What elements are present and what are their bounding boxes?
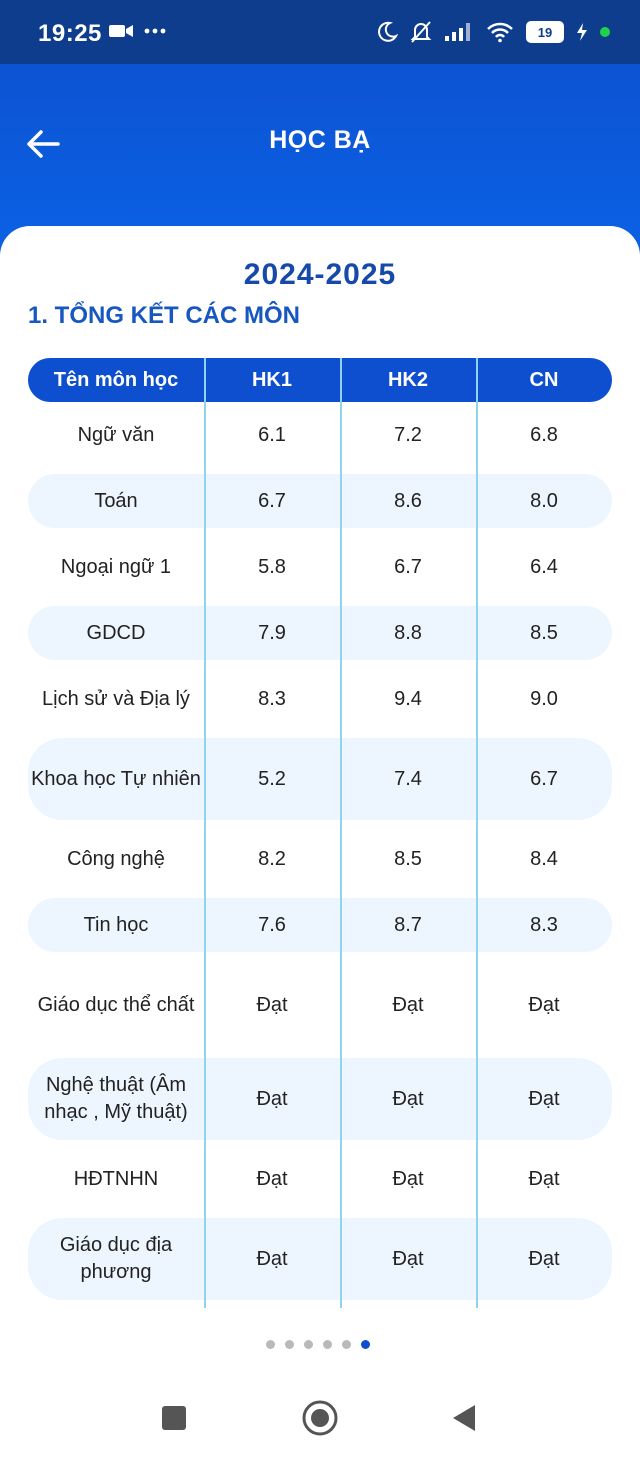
column-header-subject: Tên môn học: [53, 368, 179, 391]
subject-name: Toán: [94, 489, 138, 512]
hk1-score: 5.2: [258, 767, 286, 790]
charging-icon: [577, 23, 587, 41]
table-row: Ngoại ngữ 1 5.8 6.7 6.4: [28, 534, 612, 600]
subject-name: HĐTNHN: [73, 1167, 159, 1190]
table-header: Tên môn học HK1 HK2 CN: [28, 358, 612, 402]
video-camera-icon: [109, 25, 133, 37]
hk1-score: 7.9: [258, 621, 286, 644]
subject-name: Giáo dục thể chất: [37, 993, 195, 1016]
hk2-score: Đạt: [392, 1087, 424, 1110]
hk2-score: Đạt: [392, 993, 424, 1016]
camera-indicator-dot: [600, 27, 610, 37]
battery-level: 19: [526, 21, 564, 43]
hk2-score: 9.4: [394, 687, 422, 710]
table-row: Tin học 7.6 8.7 8.3: [28, 892, 612, 958]
status-bar: 19:25 19: [0, 0, 640, 64]
hk2-score: 8.7: [394, 913, 422, 936]
table-row: Khoa học Tự nhiên 5.2 7.4 6.7: [28, 732, 612, 826]
table-row: Công nghệ 8.2 8.5 8.4: [28, 826, 612, 892]
column-divider: [476, 358, 478, 1308]
column-header-hk2: HK2: [387, 368, 428, 391]
back-nav-button[interactable]: [444, 1398, 484, 1438]
table-row: HĐTNHN Đạt Đạt Đạt: [28, 1146, 612, 1212]
subject-name: Khoa học Tự nhiên: [31, 767, 201, 790]
recent-apps-button[interactable]: [154, 1398, 194, 1438]
hk1-score: Đạt: [256, 1087, 288, 1110]
table-row: Giáo dục thể chất Đạt Đạt Đạt: [28, 958, 612, 1052]
hk2-score: 7.4: [394, 767, 422, 790]
home-button[interactable]: [300, 1398, 340, 1438]
cn-score: Đạt: [528, 993, 560, 1016]
page-dot[interactable]: [342, 1340, 351, 1349]
cn-score: 6.7: [530, 767, 558, 790]
column-header-cn: CN: [529, 368, 559, 391]
subject-name: Giáo dục địa phương: [59, 1234, 173, 1283]
cn-score: 8.5: [530, 621, 558, 644]
section-title: 1. TỔNG KẾT CÁC MÔN: [28, 302, 301, 329]
hk1-score: 8.3: [258, 687, 286, 710]
system-navigation-bar: [0, 1380, 640, 1457]
wifi-icon: [487, 22, 513, 43]
table-row: Toán 6.7 8.6 8.0: [28, 468, 612, 534]
subject-name: Ngữ văn: [77, 423, 155, 446]
subject-name: Ngoại ngữ 1: [60, 555, 172, 578]
hk1-score: 6.1: [258, 423, 286, 446]
home-icon: [302, 1400, 338, 1436]
hk1-score: 8.2: [258, 847, 286, 870]
subject-name: GDCD: [86, 621, 146, 644]
page-dot[interactable]: [323, 1340, 332, 1349]
page-title: HỌC BẠ: [269, 126, 371, 154]
hk1-score: 6.7: [258, 489, 286, 512]
recent-apps-icon: [162, 1406, 186, 1430]
subject-name: Tin học: [83, 913, 149, 936]
cn-score: Đạt: [528, 1087, 560, 1110]
table-row: Nghệ thuật (Âm nhạc , Mỹ thuật) Đạt Đạt …: [28, 1052, 612, 1146]
moon-icon: [378, 21, 398, 42]
grades-table: Tên môn học HK1 HK2 CN Ngữ văn 6.1 7.2 6…: [28, 358, 612, 1306]
table-row: Lịch sử và Địa lý 8.3 9.4 9.0: [28, 666, 612, 732]
page-indicator[interactable]: [266, 1340, 370, 1349]
cn-score: Đạt: [528, 1167, 560, 1190]
cn-score: 8.0: [530, 489, 558, 512]
hk1-score: Đạt: [256, 1247, 288, 1270]
school-year: 2024-2025: [243, 258, 397, 291]
more-dots-icon: [144, 28, 166, 34]
column-header-hk1: HK1: [251, 368, 292, 391]
hk2-score: 8.8: [394, 621, 422, 644]
hk2-score: 8.5: [394, 847, 422, 870]
table-row: Giáo dục địa phương Đạt Đạt Đạt: [28, 1212, 612, 1306]
page-dot[interactable]: [304, 1340, 313, 1349]
page-dot-active[interactable]: [361, 1340, 370, 1349]
hk2-score: 7.2: [394, 423, 422, 446]
page-dot[interactable]: [266, 1340, 275, 1349]
subject-name: Lịch sử và Địa lý: [42, 687, 190, 710]
hk2-score: Đạt: [392, 1247, 424, 1270]
cn-score: Đạt: [528, 1247, 560, 1270]
column-divider: [204, 358, 206, 1308]
status-time: 19:25: [38, 20, 102, 47]
cn-score: 8.3: [530, 913, 558, 936]
back-triangle-icon: [453, 1405, 475, 1431]
page-dot[interactable]: [285, 1340, 294, 1349]
table-row: Ngữ văn 6.1 7.2 6.8: [28, 402, 612, 468]
hk1-score: 5.8: [258, 555, 286, 578]
signal-icon: [445, 23, 470, 41]
hk1-score: Đạt: [256, 993, 288, 1016]
hk1-score: 7.6: [258, 913, 286, 936]
cn-score: 6.8: [530, 423, 558, 446]
hk2-score: 6.7: [394, 555, 422, 578]
subject-name: Công nghệ: [67, 847, 165, 870]
cn-score: 6.4: [530, 555, 558, 578]
hk1-score: Đạt: [256, 1167, 288, 1190]
bell-off-icon: [410, 21, 432, 43]
column-divider: [340, 358, 342, 1308]
cn-score: 8.4: [530, 847, 558, 870]
cn-score: 9.0: [530, 687, 558, 710]
hk2-score: 8.6: [394, 489, 422, 512]
table-row: GDCD 7.9 8.8 8.5: [28, 600, 612, 666]
back-arrow-icon[interactable]: [24, 124, 64, 164]
subject-name: Nghệ thuật (Âm nhạc , Mỹ thuật): [44, 1074, 188, 1123]
hk2-score: Đạt: [392, 1167, 424, 1190]
